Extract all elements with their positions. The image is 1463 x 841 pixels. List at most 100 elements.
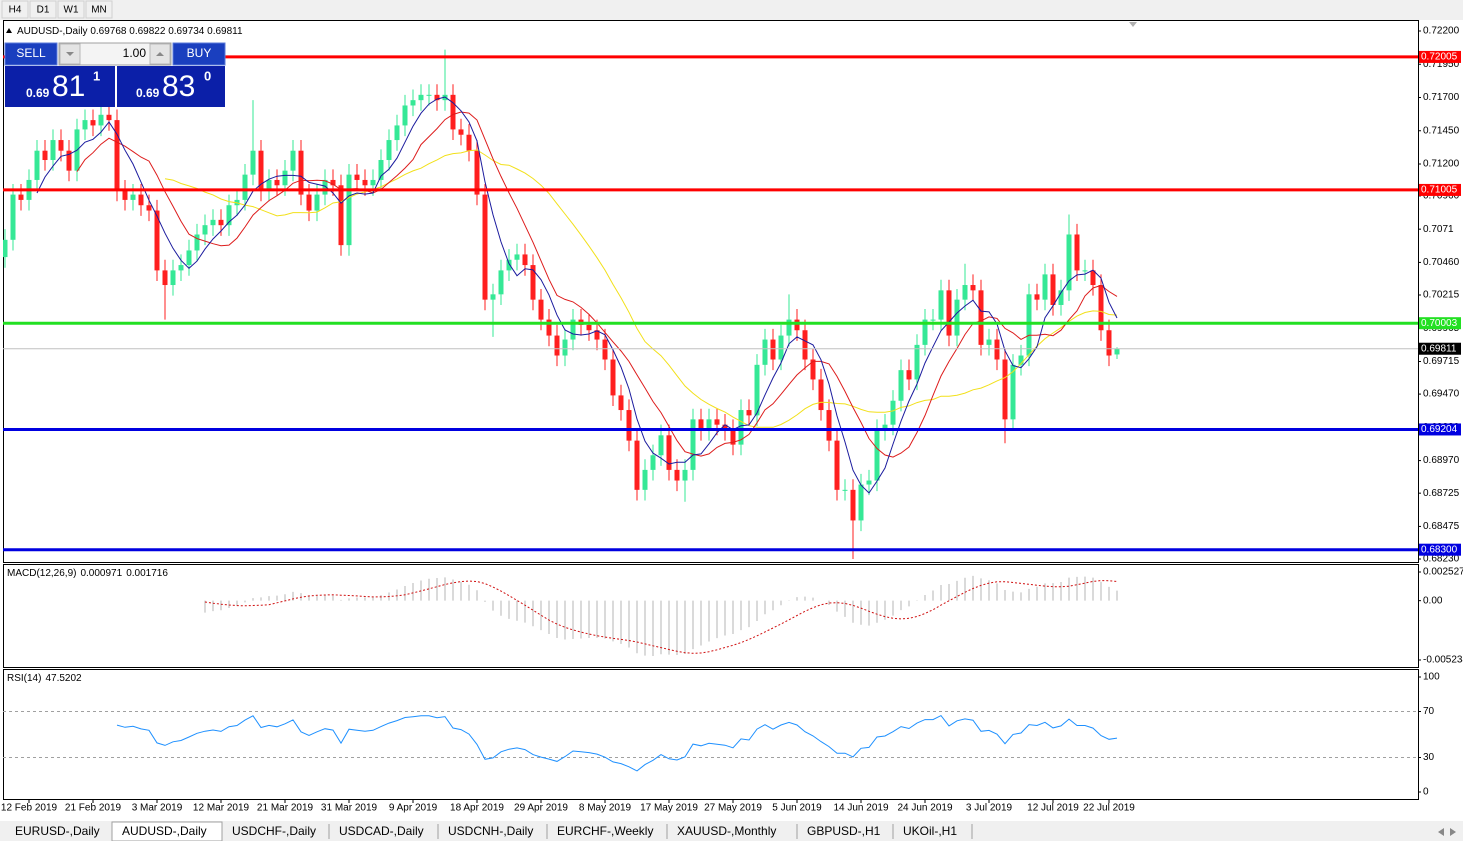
candle-body [474,150,480,195]
timeframe-label[interactable]: W1 [64,5,79,16]
candle-body [346,174,352,246]
symbol-title: AUDUSD-,Daily [17,26,88,37]
candle-body [274,179,280,186]
rsi-title-part: RSI(14) [7,673,41,684]
tab-label[interactable]: UKOil-,H1 [903,824,957,838]
candle-body [226,205,232,226]
timeframe-button[interactable] [29,0,57,19]
candle-body [354,174,360,180]
sell-fraction: 1 [93,68,100,83]
candle-body [50,140,56,161]
header-arrow[interactable] [6,28,12,33]
volume-box[interactable] [58,42,172,66]
candle-body [258,150,264,191]
candle-body [378,160,384,180]
buy-price-box[interactable] [117,66,225,107]
x-tick-label: 17 May 2019 [640,803,698,814]
y-tick-label: 0.71700 [1423,92,1460,103]
candle-body [330,179,336,186]
candle-body [146,205,152,211]
rsi-panel: 100 70 30 0 RSI(14) 47.5202 [3,672,1440,798]
candle-body [850,489,856,521]
tab-label[interactable]: EURCHF-,Weekly [557,824,653,838]
timeframe-label[interactable]: H4 [9,5,22,16]
candle-body [282,170,288,186]
tab-label[interactable]: USDCHF-,Daily [232,824,316,838]
y-tick-label: 0.70460 [1423,257,1460,268]
candle-body [266,179,272,191]
y-tick-label: -0.005234 [1423,655,1463,666]
candle-body [946,290,952,336]
tab-scroll-right[interactable] [1450,828,1456,836]
sell-label[interactable]: SELL [16,46,46,60]
timeframe-button[interactable] [1,0,29,19]
buy-button[interactable] [172,42,226,66]
tab-label[interactable]: USDCNH-,Daily [448,824,533,838]
candle-body [866,480,872,485]
candle-body [458,129,464,135]
sell-price-box[interactable] [5,66,115,107]
y-tick-label: 0.68475 [1423,521,1460,532]
timeframe-label[interactable]: MN [91,5,107,16]
candle-body [802,330,808,360]
x-tick-label: 9 Apr 2019 [389,803,438,814]
macd-plot [204,575,1118,656]
sell-button[interactable] [4,42,58,66]
candle-body [842,489,848,491]
candle-body [650,455,656,470]
candle-body [690,419,696,470]
candle-body [954,299,960,336]
x-tick-label: 12 Mar 2019 [193,803,250,814]
level-label: 0.71005 [1421,185,1458,196]
buy-label[interactable]: BUY [187,46,212,60]
candle-body [786,319,792,336]
macd-signal [204,580,1118,654]
y-tick-label: 0 [1423,787,1429,798]
candle-body [738,410,744,445]
candle-body [162,270,168,286]
timeframe-button[interactable] [57,0,85,19]
high: 0.69822 [129,26,166,37]
volume[interactable]: 1.00 [123,46,147,60]
y-tick-label: 100 [1423,672,1440,683]
shift-marker[interactable] [1129,22,1137,27]
candle-body [554,335,560,356]
tab-bar [0,821,1463,841]
close: 0.69811 [207,26,243,37]
macd-title-part: 0.000971 [80,568,122,579]
candle-body [634,440,640,490]
candle-body [154,210,160,271]
level-label: 0.68300 [1421,544,1458,555]
candle-body [810,359,816,380]
candle-body [874,429,880,481]
tab-label[interactable]: EURUSD-,Daily [15,824,100,838]
candle-body [106,114,112,121]
chart-area [0,20,1463,821]
tab-scroll-left[interactable] [1438,828,1444,836]
tab-label[interactable]: USDCAD-,Daily [339,824,424,838]
tab-label[interactable]: GBPUSD-,H1 [807,824,881,838]
candle-body [114,120,120,191]
candle-body [426,94,432,96]
candle-body [626,410,632,441]
tab-label[interactable]: AUDUSD-,Daily [122,824,207,838]
candle-body [498,270,504,295]
moving-average [164,149,1118,428]
timeframe-label[interactable]: D1 [37,5,50,16]
bid-label: 0.69811 [1421,343,1457,354]
x-axis: 12 Feb 2019 21 Feb 2019 3 Mar 2019 12 Mar 2… [1,799,1135,814]
candle-body [18,194,24,200]
main-frame [3,20,1419,563]
candle-body [1098,285,1104,331]
timeframe-button[interactable] [85,0,113,19]
candle-body [490,294,496,300]
x-tick-label: 5 Jun 2019 [772,803,822,814]
one-click-trading: SELL 1.00 BUY 0.69 81 1 0.69 83 0 [4,42,226,107]
candle-body [1026,294,1032,356]
candle-body [122,190,128,200]
tab-label[interactable]: XAUUSD-,Monthly [677,824,776,838]
candle-body [362,179,368,186]
bid-label-box [1419,342,1461,355]
candle-body [930,319,936,321]
candle-body [826,410,832,441]
